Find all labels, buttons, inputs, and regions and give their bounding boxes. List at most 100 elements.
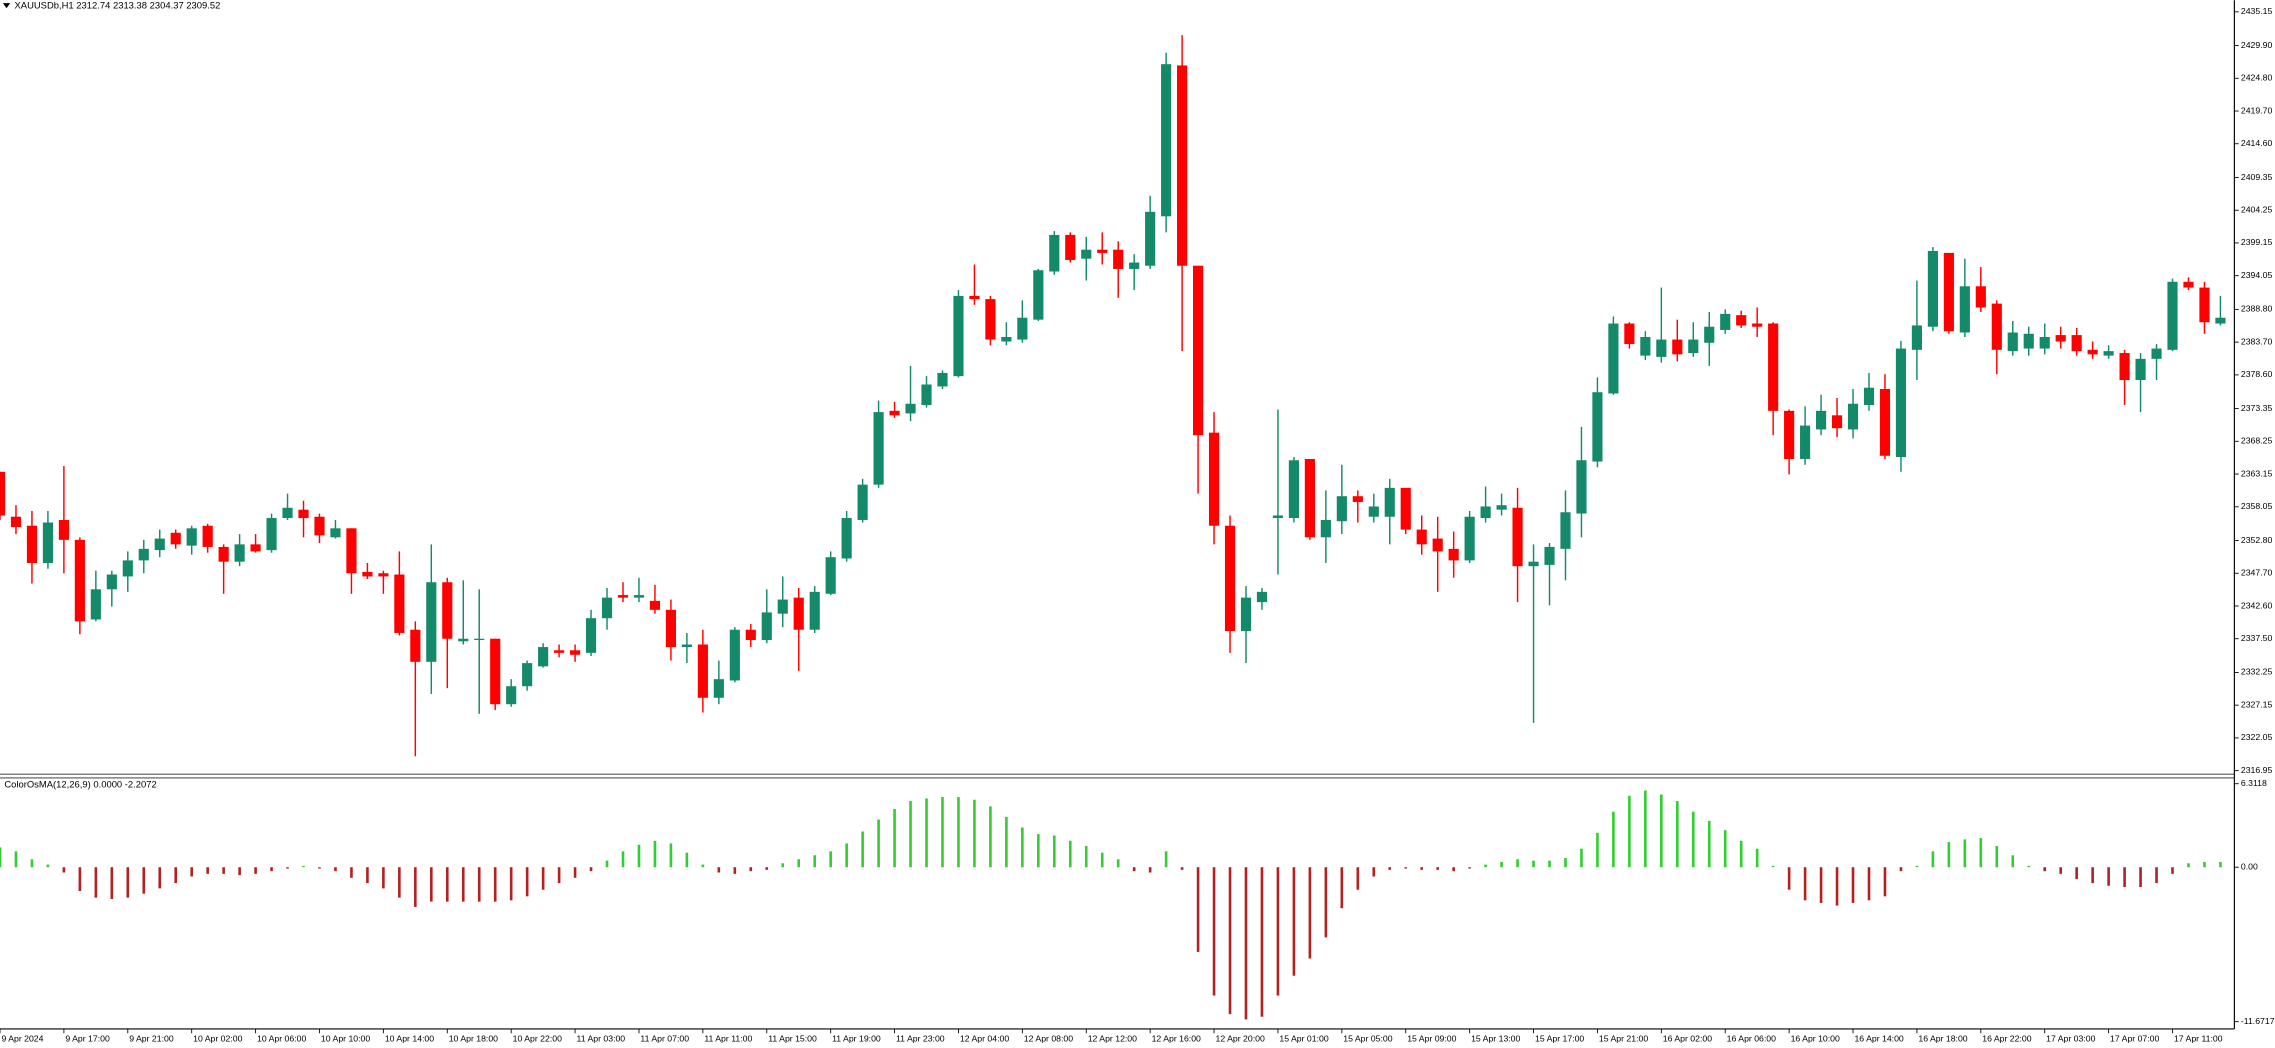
candle-body bbox=[250, 544, 261, 552]
osc-bar bbox=[1835, 867, 1839, 906]
osc-bar bbox=[1452, 867, 1455, 872]
candle-body bbox=[2183, 281, 2194, 288]
y-tick-label: 2424.80 bbox=[2241, 73, 2273, 83]
osc-bar bbox=[861, 831, 864, 868]
candle-body bbox=[378, 573, 389, 577]
candle-body bbox=[458, 638, 469, 642]
osc-bar bbox=[1420, 867, 1424, 870]
candle-body bbox=[1704, 326, 1715, 343]
candle-body bbox=[761, 612, 772, 641]
osc-bar bbox=[2011, 855, 2015, 868]
symbol-header: XAUUSDb,H1 2312.74 2313.38 2304.37 2309.… bbox=[15, 0, 221, 11]
candle-body bbox=[2071, 335, 2082, 352]
osc-bar bbox=[2123, 867, 2126, 888]
candle-body bbox=[1640, 336, 1651, 356]
osc-bar bbox=[973, 799, 976, 868]
candle-body bbox=[410, 629, 421, 662]
y-tick-label: 2332.25 bbox=[2241, 667, 2273, 677]
x-tick-label: 17 Apr 11:00 bbox=[2174, 1033, 2223, 1043]
osc-bar bbox=[94, 867, 98, 898]
osc-bar bbox=[1308, 867, 1312, 959]
osc-bar bbox=[1276, 867, 1280, 996]
osc-bar bbox=[1867, 867, 1871, 901]
osc-bar bbox=[1596, 832, 1599, 868]
osc-bar bbox=[1947, 842, 1951, 868]
candle-body bbox=[1081, 249, 1092, 259]
candle-body bbox=[1672, 339, 1683, 355]
candle-body bbox=[985, 299, 996, 340]
x-tick-label: 12 Apr 04:00 bbox=[960, 1033, 1009, 1043]
osc-bar bbox=[334, 867, 337, 872]
osc-bar bbox=[1787, 867, 1791, 890]
x-tick-label: 12 Apr 12:00 bbox=[1088, 1033, 1137, 1043]
x-tick-label: 17 Apr 07:00 bbox=[2110, 1033, 2159, 1043]
osc-bar bbox=[1436, 867, 1439, 870]
candle-body bbox=[426, 582, 437, 662]
osc-bar bbox=[222, 867, 225, 874]
x-tick-label: 16 Apr 02:00 bbox=[1663, 1033, 1712, 1043]
candle-body bbox=[1464, 516, 1475, 561]
osc-bar bbox=[158, 867, 162, 889]
collapse-arrow[interactable] bbox=[2, 3, 11, 9]
candle-body bbox=[474, 638, 485, 641]
osc-bar bbox=[845, 843, 848, 868]
candle-body bbox=[1768, 323, 1779, 411]
osc-bar bbox=[909, 801, 912, 868]
x-tick-label: 10 Apr 14:00 bbox=[385, 1033, 434, 1043]
candle-body bbox=[346, 528, 357, 574]
candle-body bbox=[1432, 538, 1443, 552]
candle-body bbox=[554, 650, 565, 653]
osc-bar bbox=[2091, 867, 2094, 884]
candle-body bbox=[1097, 249, 1108, 253]
osc-bar bbox=[1260, 867, 1264, 1017]
x-tick-label: 9 Apr 17:00 bbox=[65, 1033, 110, 1043]
candle-body bbox=[490, 638, 501, 705]
candle-body bbox=[601, 597, 613, 619]
candle-body bbox=[1847, 403, 1859, 430]
x-tick-label: 11 Apr 19:00 bbox=[832, 1033, 881, 1043]
x-tick-label: 10 Apr 02:00 bbox=[193, 1033, 242, 1043]
candle-body bbox=[138, 548, 149, 561]
osc-bar bbox=[318, 867, 321, 869]
y-tick-label: 2327.15 bbox=[2241, 699, 2273, 709]
candle-body bbox=[1496, 505, 1507, 510]
candle-body bbox=[186, 528, 197, 546]
candle-body bbox=[2199, 287, 2210, 323]
candle-body bbox=[873, 412, 884, 485]
osc-bar bbox=[2219, 861, 2222, 868]
candle-body bbox=[1145, 211, 1156, 266]
x-tick-label: 10 Apr 22:00 bbox=[513, 1033, 562, 1043]
candle-body bbox=[745, 629, 756, 641]
y-tick-label: 2378.60 bbox=[2241, 369, 2273, 379]
osc-bar bbox=[1963, 839, 1967, 868]
osc-bar bbox=[1899, 867, 1903, 872]
candle-body bbox=[266, 518, 277, 551]
candle-body bbox=[857, 484, 868, 520]
osc-bar bbox=[989, 806, 992, 868]
candle-body bbox=[74, 539, 85, 622]
osc-bar bbox=[126, 867, 130, 898]
candle-body bbox=[681, 644, 692, 648]
candle-body bbox=[1592, 392, 1603, 462]
osc-bar bbox=[142, 867, 146, 894]
candle-body bbox=[2215, 317, 2226, 324]
x-tick-label: 12 Apr 08:00 bbox=[1024, 1033, 1073, 1043]
candle-body bbox=[122, 560, 133, 577]
candle-body bbox=[506, 686, 517, 705]
osc-bar bbox=[925, 798, 928, 868]
candle-body bbox=[234, 544, 245, 562]
candle-body bbox=[777, 599, 788, 614]
candle-body bbox=[1161, 64, 1172, 217]
candle-body bbox=[713, 679, 724, 698]
candle-body bbox=[841, 518, 852, 559]
candle-body bbox=[2119, 353, 2130, 381]
osc-bar bbox=[1723, 830, 1727, 868]
osc-bar bbox=[414, 867, 417, 907]
osc-bar bbox=[1005, 816, 1008, 868]
osc-bar bbox=[749, 867, 753, 872]
osc-bar bbox=[1484, 864, 1487, 868]
candle-body bbox=[2167, 281, 2178, 350]
y-tick-label: 2383.70 bbox=[2241, 336, 2273, 346]
osc-bar bbox=[1644, 790, 1647, 868]
